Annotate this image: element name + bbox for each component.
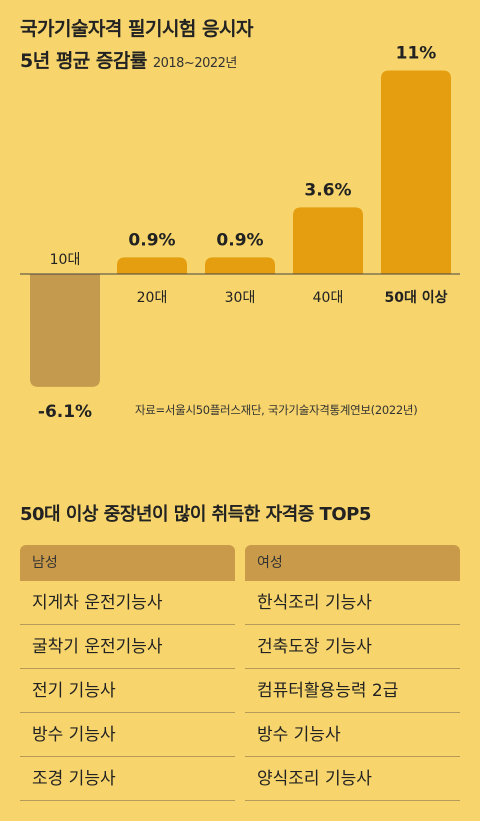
value-label-5: 11% (396, 44, 437, 64)
bar-3 (205, 257, 275, 274)
category-label-4: 40대 (313, 290, 344, 306)
male-item-5: 조경 기능사 (20, 757, 235, 801)
top5-title: 50대 이상 중장년이 많이 취득한 자격증 TOP5 (20, 504, 371, 525)
female-item-5: 양식조리 기능사 (245, 757, 460, 801)
female-item-1: 한식조리 기능사 (245, 581, 460, 625)
value-label-2: 0.9% (128, 230, 175, 250)
male-item-3: 전기 기능사 (20, 669, 235, 713)
bar-2 (117, 257, 187, 274)
category-label-3: 30대 (225, 290, 256, 306)
male-item-2: 굴착기 운전기능사 (20, 625, 235, 669)
category-label-1: 10대 (50, 252, 81, 268)
chart-title-line2: 5년 평균 증감률 2018~2022년 (20, 46, 237, 73)
value-label-3: 0.9% (216, 230, 263, 250)
category-label-5: 50대 이상 (385, 289, 448, 306)
female-item-2: 건축도장 기능사 (245, 625, 460, 669)
chart-title-line1: 국가기술자격 필기시험 응시자 (20, 18, 253, 40)
header-male: 남성 (20, 545, 235, 581)
bar-chart: -6.1% 10대 0.9% 20대 0.9% 30대 3.6% 40대 11% 50대 이상 (20, 44, 460, 422)
source-note: 자료=서울시50플러스재단, 국가기술자격통계연보(2022년) (135, 403, 418, 417)
header-female: 여성 (245, 545, 460, 581)
bar-1 (30, 274, 100, 387)
bar-4 (293, 207, 363, 274)
value-label-1: -6.1% (38, 402, 92, 422)
period-label: 2018~2022년 (152, 56, 238, 71)
category-label-2: 20대 (137, 290, 168, 306)
chart-subtitle: 5년 평균 증감률 (20, 50, 147, 72)
bar-5 (381, 70, 451, 274)
male-item-4: 방수 기능사 (20, 713, 235, 757)
male-item-1: 지게차 운전기능사 (20, 581, 235, 625)
female-item-3: 컴퓨터활용능력 2급 (245, 669, 460, 713)
value-label-4: 3.6% (304, 180, 351, 200)
female-item-4: 방수 기능사 (245, 713, 460, 757)
